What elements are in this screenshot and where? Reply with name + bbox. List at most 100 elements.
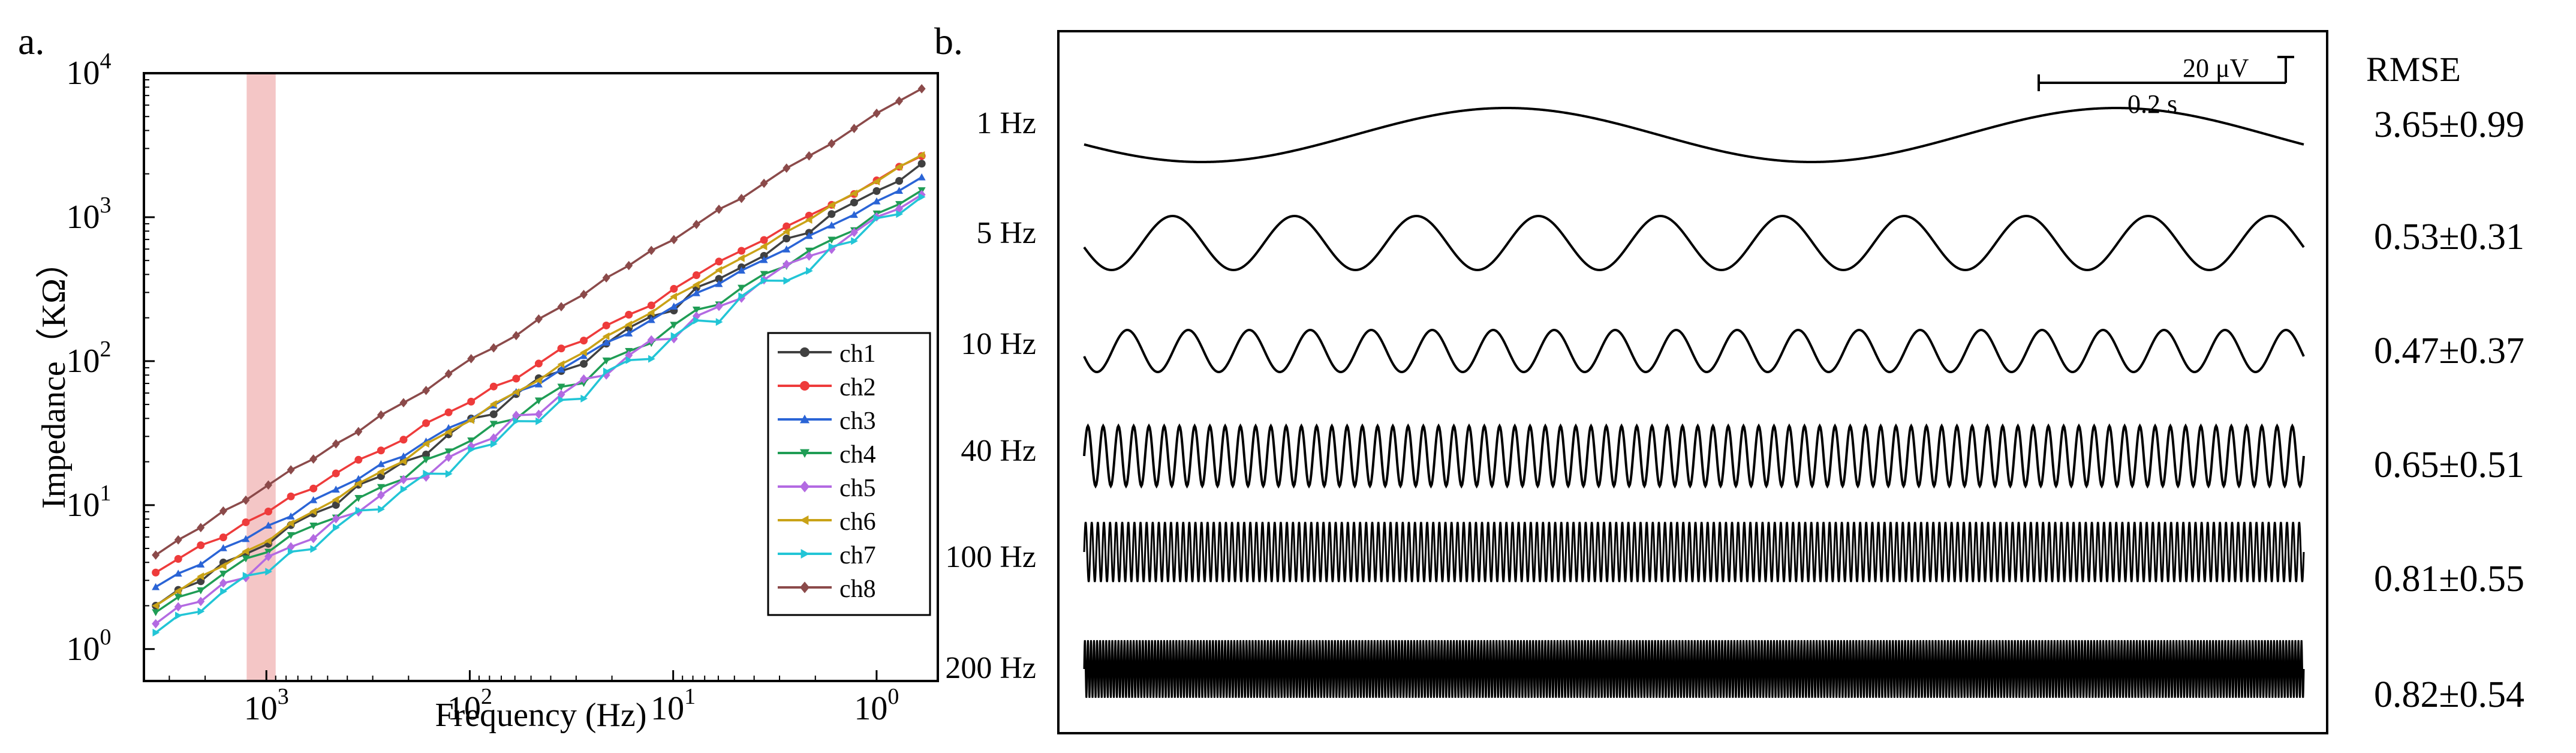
data-point <box>377 484 385 491</box>
data-point <box>670 284 678 293</box>
data-point <box>219 571 227 578</box>
panel-b-label: b. <box>934 20 963 62</box>
data-point <box>197 607 205 616</box>
y-tick-label: 101 <box>67 481 112 524</box>
data-point <box>422 456 431 464</box>
x-tick-label: 100 <box>854 684 899 727</box>
data-point <box>783 227 790 236</box>
waveform-row: 10 Hz 0.47±0.37 <box>961 327 2524 373</box>
data-point <box>783 163 791 173</box>
data-point <box>264 480 273 490</box>
data-point <box>715 205 723 214</box>
waveform-row: 100 Hz 0.81±0.55 <box>945 521 2524 599</box>
legend-marker <box>800 415 809 424</box>
data-point <box>535 417 543 425</box>
data-point <box>872 109 881 118</box>
legend-label: ch1 <box>839 340 876 368</box>
data-point <box>534 359 543 368</box>
data-point <box>827 244 836 254</box>
data-point <box>602 338 610 346</box>
data-point <box>783 222 791 230</box>
data-point <box>332 439 340 449</box>
data-point <box>242 555 250 563</box>
data-point <box>917 151 925 159</box>
data-point <box>827 221 836 229</box>
data-point <box>512 388 520 397</box>
data-point <box>670 332 678 340</box>
data-point <box>850 124 858 133</box>
data-point <box>760 251 768 260</box>
data-point <box>715 301 723 311</box>
data-point <box>264 507 273 515</box>
data-point <box>354 479 362 488</box>
data-point <box>692 307 700 314</box>
x-tick-label: 102 <box>447 684 492 727</box>
data-point <box>152 583 160 590</box>
data-point <box>152 628 160 637</box>
data-point <box>851 237 858 245</box>
data-point <box>602 357 610 365</box>
data-point <box>738 266 746 274</box>
legend-label: ch7 <box>839 542 876 569</box>
legend-label: ch2 <box>839 374 876 401</box>
data-point <box>895 96 904 106</box>
data-point <box>197 596 205 607</box>
data-point <box>580 352 588 359</box>
legend-items: ch1 ch2 ch3 ch4 ch5 ch6 ch7 ch8 <box>778 340 876 603</box>
frequency-label: 1 Hz <box>976 106 1036 140</box>
rmse-header: RMSE <box>2366 50 2461 89</box>
legend-marker <box>800 481 809 493</box>
legend-item-ch6: ch6 <box>778 508 876 536</box>
data-point <box>602 273 610 283</box>
legend: ch1 ch2 ch3 ch4 ch5 ch6 ch7 ch8 <box>767 332 931 616</box>
data-point <box>872 187 881 195</box>
data-point <box>152 602 159 610</box>
x-axis-label: Frequency (Hz) <box>435 697 647 734</box>
data-point <box>647 308 655 317</box>
data-point <box>377 410 385 420</box>
data-point <box>242 495 250 505</box>
data-point <box>489 400 497 408</box>
data-point <box>783 277 791 285</box>
data-point <box>197 523 205 533</box>
data-point <box>264 551 273 562</box>
legend-item-ch1: ch1 <box>778 340 876 368</box>
y-tick-label: 100 <box>67 625 112 668</box>
data-point <box>287 465 295 475</box>
data-point <box>534 380 543 388</box>
rmse-value: 0.82±0.54 <box>2374 674 2524 715</box>
data-point <box>287 548 295 556</box>
data-point <box>152 619 160 629</box>
data-point <box>715 257 723 266</box>
data-point <box>399 436 408 444</box>
data-point <box>219 544 227 551</box>
data-point <box>422 440 429 448</box>
data-point <box>468 445 476 454</box>
data-point <box>670 322 678 329</box>
data-point <box>806 267 813 275</box>
data-point <box>265 568 273 576</box>
data-point <box>625 260 633 271</box>
scale-bar-amplitude-label: 20 μV <box>2183 53 2249 83</box>
data-point <box>175 611 182 620</box>
data-point <box>332 514 340 524</box>
impedance-series-group <box>152 84 926 637</box>
data-point <box>219 533 227 542</box>
rmse-value: 0.47±0.37 <box>2374 331 2524 371</box>
legend-marker <box>800 347 809 357</box>
legend-label: ch6 <box>839 508 876 536</box>
data-point <box>489 343 498 353</box>
data-point <box>332 496 339 504</box>
data-point <box>580 289 588 299</box>
data-point <box>738 247 746 255</box>
data-point <box>850 227 858 238</box>
data-point <box>760 256 768 263</box>
data-point <box>760 242 768 251</box>
waveform-rows: 1 Hz 3.65±0.99 5 Hz 0.53±0.31 10 Hz 0.47±0.37… <box>945 104 2524 715</box>
data-point <box>422 385 431 395</box>
data-point <box>219 562 227 570</box>
data-point <box>377 460 385 467</box>
data-point <box>580 337 588 345</box>
data-point <box>670 292 678 301</box>
